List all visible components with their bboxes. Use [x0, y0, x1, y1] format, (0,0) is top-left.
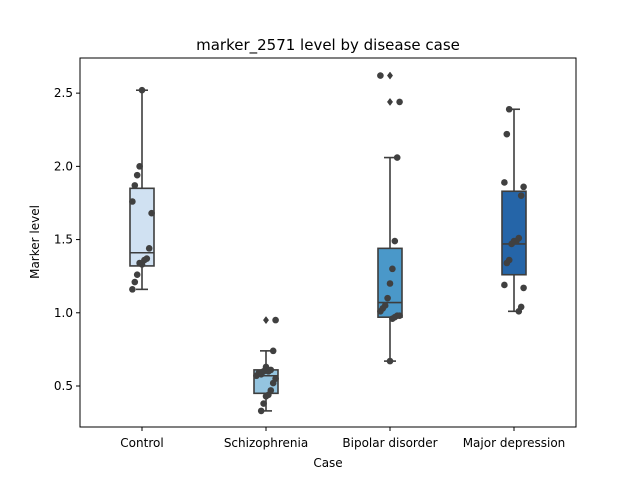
- x-tick-label: Schizophrenia: [224, 436, 308, 450]
- data-point: [267, 366, 275, 374]
- x-tick-label: Major depression: [463, 436, 566, 450]
- data-point: [396, 312, 403, 320]
- data-point: [517, 303, 525, 311]
- data-point: [520, 183, 527, 191]
- x-tick-label: Bipolar disorder: [342, 436, 437, 450]
- data-point: [272, 375, 279, 382]
- data-point: [129, 286, 136, 293]
- y-tick-label: 0.5: [54, 379, 73, 393]
- data-point: [396, 98, 403, 106]
- data-point: [257, 407, 265, 415]
- data-point: [269, 347, 277, 355]
- outlier-marker: [386, 71, 394, 80]
- data-point: [517, 192, 525, 199]
- outlier-marker: [386, 97, 394, 106]
- data-point: [272, 316, 279, 324]
- data-point: [148, 209, 155, 217]
- data-point: [143, 255, 151, 262]
- data-point: [389, 265, 396, 273]
- data-point: [133, 271, 141, 279]
- y-axis-label: Marker level: [28, 205, 42, 279]
- data-point: [501, 179, 508, 186]
- data-point: [505, 105, 513, 113]
- data-point: [393, 154, 401, 161]
- data-point: [391, 237, 399, 245]
- y-tick-label: 2.0: [54, 159, 73, 173]
- data-point: [377, 72, 384, 79]
- data-point: [505, 256, 513, 264]
- plot-area: 0.5 1.0 1.5 2.0 2.5 Control Schizophrenia Bipol…: [54, 71, 566, 450]
- outlier-marker: [262, 316, 270, 325]
- data-point: [136, 163, 143, 170]
- x-tick-label: Control: [120, 436, 163, 450]
- data-point: [386, 280, 394, 287]
- chart-title: marker_2571 level by disease case: [196, 36, 460, 55]
- data-point: [384, 294, 391, 302]
- x-axis-label: Case: [313, 456, 342, 470]
- data-point: [520, 284, 527, 292]
- data-point: [501, 281, 508, 289]
- data-point: [133, 171, 141, 179]
- data-point: [131, 278, 139, 286]
- data-point: [386, 357, 394, 365]
- data-point: [381, 302, 389, 309]
- data-point: [138, 86, 146, 94]
- data-point: [503, 130, 511, 138]
- y-tick-label: 1.0: [54, 306, 73, 320]
- data-point: [129, 198, 136, 205]
- data-point: [145, 245, 153, 252]
- data-point: [267, 387, 275, 394]
- y-tick-label: 1.5: [54, 233, 73, 247]
- plot-frame: [79, 57, 577, 428]
- data-point: [515, 234, 523, 242]
- data-point: [260, 400, 267, 407]
- data-point: [131, 182, 139, 189]
- y-tick-label: 2.5: [54, 86, 73, 100]
